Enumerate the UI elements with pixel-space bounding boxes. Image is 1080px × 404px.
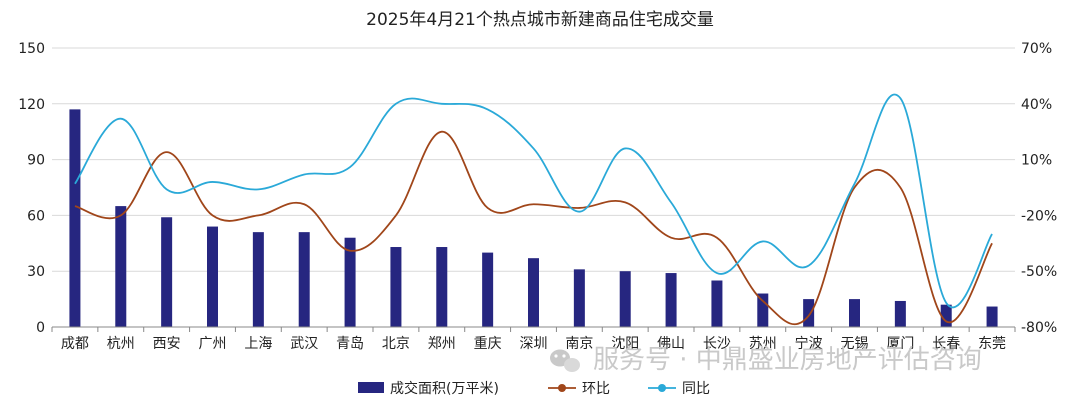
x-tick-label: 青岛 <box>336 336 364 352</box>
bar <box>390 247 402 327</box>
x-tick-label: 深圳 <box>520 336 548 352</box>
bar <box>252 232 264 327</box>
axes: 0 -80% 30 -50% 60 -20% 90 10% 120 40% 150 70% 成都 杭州 西安… <box>18 41 1057 352</box>
x-tick-label: 北京 <box>382 336 410 352</box>
y-right-tick-label: 40% <box>1021 97 1052 113</box>
grid <box>52 47 1015 272</box>
y-right-tick-label: 70% <box>1021 41 1052 57</box>
legend-swatch-bar <box>358 382 384 393</box>
line-mom <box>74 130 993 326</box>
bar <box>894 300 906 327</box>
watermark: 服务号 · 中鼎盛业房地产评估咨询 <box>550 345 982 375</box>
y-left-tick-label: 0 <box>36 320 45 336</box>
x-tick-label: 郑州 <box>428 336 456 352</box>
x-tick-label: 厦门 <box>886 336 914 352</box>
bar <box>69 109 81 327</box>
bar <box>207 226 218 327</box>
line-series <box>74 93 993 326</box>
bar <box>849 299 860 327</box>
bar <box>482 252 494 327</box>
bar <box>436 247 448 327</box>
legend-label: 环比 <box>582 381 610 397</box>
x-tick-label: 上海 <box>244 336 272 352</box>
legend-swatch-marker <box>558 384 566 392</box>
y-left-tick-label: 60 <box>27 208 45 224</box>
y-right-tick-label: -80% <box>1021 320 1057 336</box>
x-tick-label: 广州 <box>199 336 227 352</box>
bar-series <box>69 109 998 327</box>
bar <box>803 299 815 327</box>
wechat-icon <box>550 349 580 372</box>
x-tick-label: 杭州 <box>107 336 135 352</box>
legend-label: 同比 <box>682 381 710 397</box>
y-right-tick-label: -20% <box>1021 208 1057 224</box>
y-left-tick-label: 120 <box>18 97 45 113</box>
x-tick-label: 成都 <box>61 336 89 352</box>
bar <box>986 306 998 327</box>
bar <box>344 237 356 327</box>
x-tick-label: 南京 <box>565 336 593 352</box>
bar <box>115 206 127 327</box>
bar <box>298 232 310 327</box>
chart-title: 2025年4月21个热点城市新建商品住宅成交量 <box>366 10 714 30</box>
y-left-tick-label: 90 <box>27 153 45 169</box>
bar <box>757 293 769 327</box>
x-tick-label: 佛山 <box>657 336 685 352</box>
y-left-tick-label: 30 <box>27 264 45 280</box>
bar <box>940 304 952 327</box>
bar <box>665 273 677 327</box>
bar <box>528 258 539 327</box>
bar <box>711 280 723 327</box>
x-tick-label: 无锡 <box>841 336 869 352</box>
x-tick-label: 武汉 <box>290 336 318 352</box>
x-tick-label: 西安 <box>153 336 181 352</box>
x-tick-label: 长沙 <box>703 336 731 352</box>
y-right-tick-label: -50% <box>1021 264 1057 280</box>
y-right-tick-label: 10% <box>1021 153 1052 169</box>
bar <box>619 271 631 327</box>
legend-label: 成交面积(万平米) <box>390 380 499 397</box>
x-tick-label: 重庆 <box>474 336 502 352</box>
x-tick-label: 长春 <box>932 336 960 352</box>
legend-swatch-marker <box>658 384 666 392</box>
y-left-tick-label: 150 <box>18 41 45 57</box>
bar <box>573 269 585 327</box>
bar <box>161 217 173 327</box>
x-tick-label: 东莞 <box>978 336 1006 352</box>
x-tick-label: 沈阳 <box>611 336 639 352</box>
line-yoy <box>74 93 993 308</box>
legend: 成交面积(万平米) 环比 同比 <box>358 380 710 397</box>
x-tick-label: 宁波 <box>795 335 823 352</box>
x-tick-label: 苏州 <box>749 336 777 352</box>
watermark-text: 服务号 · 中鼎盛业房地产评估咨询 <box>593 345 982 375</box>
